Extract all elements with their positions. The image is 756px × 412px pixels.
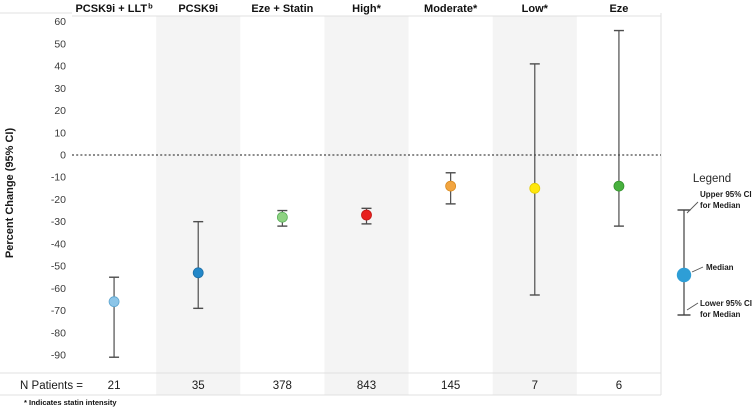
legend-upper-connector <box>686 201 699 214</box>
y-tick-label: 30 <box>54 83 66 95</box>
column-header: PCSK9i + LLTb <box>75 2 153 16</box>
y-tick-label: 20 <box>54 105 66 117</box>
legend-lower-label-line1: Lower 95% CI <box>700 299 752 308</box>
n-row-cell <box>156 373 241 395</box>
statin-intensity-footnote: * Indicates statin intensity <box>24 398 117 407</box>
n-patients-value: 35 <box>192 380 205 392</box>
y-tick-label: 60 <box>54 16 66 28</box>
n-patients-value: 843 <box>357 380 376 392</box>
y-tick-label: -50 <box>51 261 66 273</box>
n-patients-value: 145 <box>441 380 460 392</box>
n-patients-value: 6 <box>616 380 622 392</box>
n-patients-row-label: N Patients = <box>20 380 83 392</box>
n-row-cell <box>492 373 577 395</box>
median-dot <box>445 180 457 192</box>
legend-upper-label-line2: for Median <box>700 201 741 210</box>
y-tick-label: -30 <box>51 216 66 228</box>
y-axis-title: Percent Change (95% CI) <box>4 128 16 259</box>
y-tick-label: 0 <box>60 150 66 162</box>
y-tick-label: 50 <box>54 38 66 50</box>
legend-median-dot <box>676 267 692 283</box>
column-header: Low* <box>522 3 549 15</box>
column-header: Moderate* <box>424 3 478 15</box>
median-dot <box>276 211 288 223</box>
y-tick-label: -60 <box>51 283 66 295</box>
median-dot <box>192 267 204 279</box>
n-row-cell <box>324 373 409 395</box>
median-dot <box>108 296 120 308</box>
median-dot <box>529 182 541 194</box>
column-header: Eze + Statin <box>251 3 313 15</box>
legend-lower-label-line2: for Median <box>700 310 741 319</box>
pane-band <box>156 16 241 373</box>
y-tick-label: 40 <box>54 61 66 73</box>
n-patients-value: 378 <box>273 380 292 392</box>
n-patients-value: 21 <box>108 380 121 392</box>
pane-band <box>324 16 409 373</box>
legend-median-connector <box>691 266 704 273</box>
legend-title: Legend <box>693 173 731 185</box>
median-dot <box>361 209 372 221</box>
y-tick-label: 10 <box>54 127 66 139</box>
y-tick-label: -90 <box>51 349 66 361</box>
n-patients-value: 7 <box>532 380 538 392</box>
legend-upper-label-line1: Upper 95% CI <box>700 190 752 199</box>
legend-median-label: Median <box>706 263 734 272</box>
y-tick-label: -20 <box>51 194 66 206</box>
y-tick-label: -10 <box>51 172 66 184</box>
column-header: PCSK9i <box>178 3 218 15</box>
column-header: High* <box>352 3 381 15</box>
y-tick-label: -40 <box>51 238 66 250</box>
column-header: Eze <box>609 3 628 15</box>
y-tick-label: -80 <box>51 327 66 339</box>
legend-lower-connector <box>686 302 699 311</box>
y-tick-label: -70 <box>51 305 66 317</box>
median-dot <box>613 180 625 192</box>
